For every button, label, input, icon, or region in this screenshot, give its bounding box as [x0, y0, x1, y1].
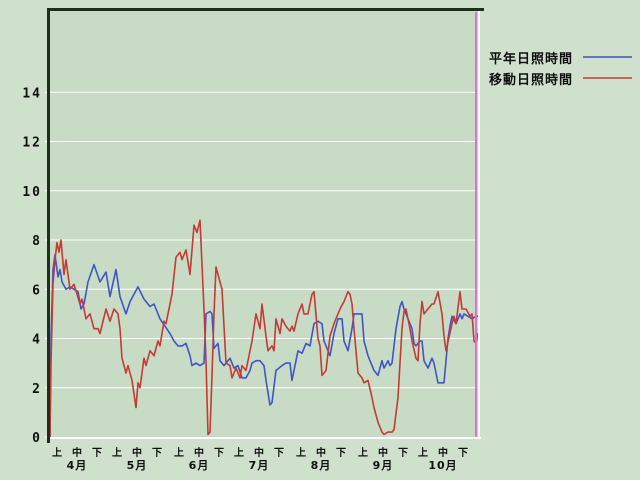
series-line-moving-sunshine: [49, 219, 479, 438]
x-axis-period-label-5-1: 中: [378, 446, 388, 459]
x-axis-period-label-0-2: 下: [92, 447, 102, 459]
x-axis-period-label-6-2: 下: [458, 447, 468, 459]
x-axis-period-label-4-1: 中: [316, 446, 326, 459]
x-axis-period-label-4-0: 上: [296, 446, 306, 459]
x-axis-period-label-5-2: 下: [398, 447, 408, 459]
frame-bottom-border: [50, 437, 481, 439]
x-axis-period-label-1-1: 中: [132, 446, 142, 459]
x-axis-month-label-6月: 6月: [189, 459, 210, 472]
y-axis-label-8: 8: [32, 234, 42, 249]
y-axis-label-2: 2: [32, 382, 42, 397]
y-axis-label-4: 4: [32, 333, 42, 348]
x-axis-period-label-2-0: 上: [174, 446, 184, 459]
grid-line-y6: [50, 288, 478, 290]
x-axis-period-label-6-1: 中: [438, 446, 448, 459]
x-axis-month-label-4月: 4月: [67, 459, 88, 472]
y-axis-label-14: 14: [22, 86, 42, 101]
frame-right-border: [478, 11, 480, 439]
x-axis-period-label-0-0: 上: [52, 446, 62, 459]
x-axis-period-label-2-1: 中: [194, 446, 204, 459]
x-axis-month-label-5月: 5月: [127, 459, 148, 472]
legend-item-normal-sunshine: 平年日照時間: [489, 48, 632, 67]
x-axis-period-label-1-0: 上: [112, 446, 122, 459]
grid-line-y10: [50, 190, 478, 192]
legend-line-swatch-normal: [583, 56, 632, 58]
x-axis-period-label-1-2: 下: [152, 447, 162, 459]
y-axis-label-10: 10: [22, 185, 42, 200]
y-axis-label-6: 6: [32, 283, 42, 298]
current-date-marker-line: [475, 12, 477, 437]
frame-left-border: [47, 8, 50, 443]
legend-label-moving-sunshine: 移動日照時間: [489, 72, 574, 88]
legend-item-moving-sunshine: 移動日照時間: [489, 69, 632, 88]
y-axis-label-0: 0: [32, 431, 42, 446]
x-axis-month-label-7月: 7月: [249, 459, 270, 472]
x-axis-period-label-3-2: 下: [274, 447, 284, 459]
grid-line-y4: [50, 338, 478, 340]
x-axis-month-label-8月: 8月: [311, 459, 332, 472]
x-axis-month-label-10月: 10月: [428, 459, 457, 472]
series-line-normal-sunshine: [49, 254, 479, 438]
frame-top-border: [47, 8, 484, 11]
legend-line-swatch-moving: [583, 77, 632, 79]
x-axis-month-label-9月: 9月: [373, 459, 394, 472]
grid-line-y14: [50, 91, 478, 93]
x-axis-period-label-6-0: 上: [418, 446, 428, 459]
legend-label-normal-sunshine: 平年日照時間: [489, 51, 574, 67]
x-axis-period-label-0-1: 中: [72, 446, 82, 459]
y-axis-label-12: 12: [22, 136, 42, 151]
x-axis-period-label-5-0: 上: [358, 446, 368, 459]
grid-line-y12: [50, 141, 478, 143]
grid-line-y2: [50, 387, 478, 389]
x-axis-period-label-3-1: 中: [254, 446, 264, 459]
x-axis-period-label-3-0: 上: [234, 446, 244, 459]
x-axis-period-label-2-2: 下: [214, 447, 224, 459]
grid-line-y8: [50, 239, 478, 241]
x-axis-period-label-4-2: 下: [336, 447, 346, 459]
